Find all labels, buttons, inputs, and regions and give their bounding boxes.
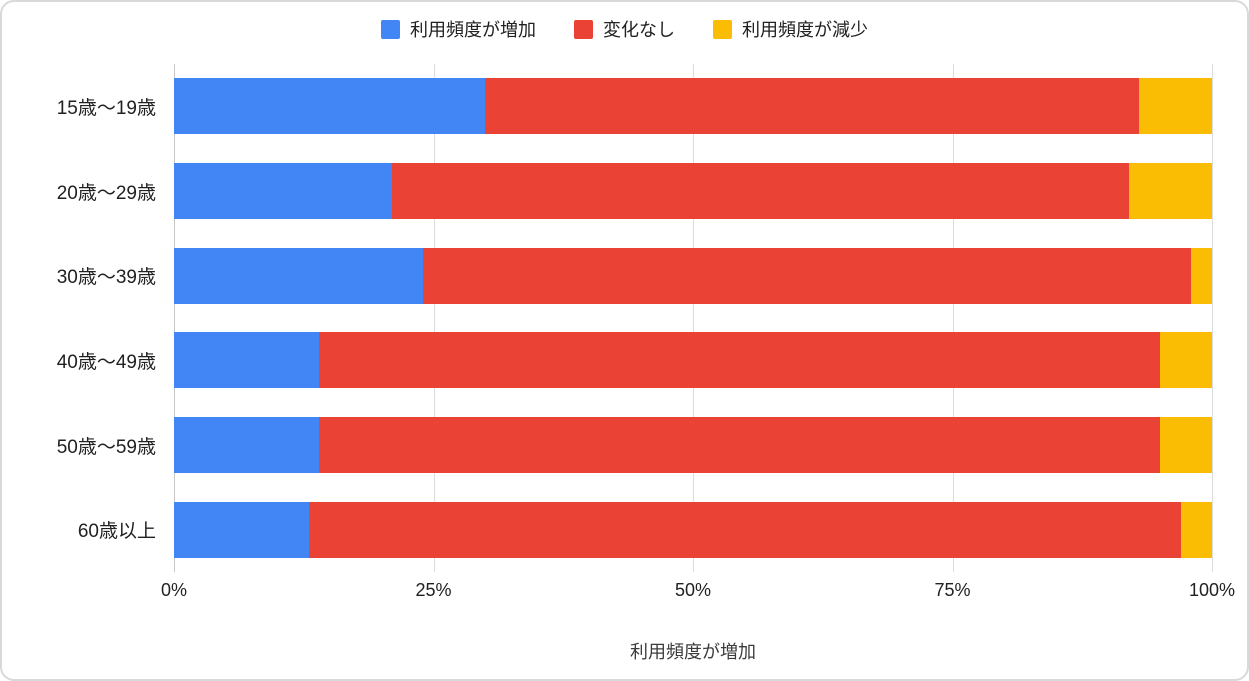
bar-segment[interactable] xyxy=(1180,501,1212,558)
legend-item[interactable]: 変化なし xyxy=(574,16,675,42)
gridline xyxy=(174,64,175,572)
bar-segment[interactable] xyxy=(423,247,1192,304)
stacked-bar xyxy=(174,332,1212,389)
bar-row xyxy=(174,318,1212,403)
x-axis: 0% 25% 50% 75% 100% xyxy=(161,580,1235,606)
plot-area xyxy=(174,64,1213,572)
stacked-bar xyxy=(174,417,1212,474)
bar-segment[interactable] xyxy=(391,163,1129,219)
chart-legend: 利用頻度が増加 変化なし 利用頻度が減少 xyxy=(2,16,1247,42)
bar-segment[interactable] xyxy=(308,501,1181,558)
bars-layer xyxy=(174,64,1212,572)
x-axis-title: 利用頻度が増加 xyxy=(630,642,756,662)
bar-row xyxy=(174,487,1212,572)
bar-row xyxy=(174,403,1212,488)
x-tick-label: 100% xyxy=(1188,580,1236,600)
legend-item-label: 利用頻度が減少 xyxy=(742,20,868,40)
gridline xyxy=(1212,64,1213,572)
x-tick-label: 75% xyxy=(934,580,971,600)
bar-segment[interactable] xyxy=(1139,78,1212,135)
bar-segment[interactable] xyxy=(174,247,424,304)
bar-row xyxy=(174,64,1212,149)
stacked-bar xyxy=(174,501,1212,558)
bar-segment[interactable] xyxy=(1160,332,1212,389)
bar-segment[interactable] xyxy=(1191,247,1212,304)
y-axis-category-labels: 15歳〜19歳 20歳〜29歳 30歳〜39歳 40歳〜49歳 50歳〜59歳 60歳以上 xyxy=(2,64,160,572)
x-tick-label: 50% xyxy=(674,580,712,600)
stacked-bar xyxy=(174,247,1212,304)
legend-swatch xyxy=(713,19,732,39)
stacked-bar xyxy=(174,78,1212,135)
bar-segment[interactable] xyxy=(174,78,486,135)
legend-item-label: 利用頻度が増加 xyxy=(410,20,536,40)
bar-segment[interactable] xyxy=(174,501,309,558)
x-tick-label: 0% xyxy=(160,580,188,600)
category-label: 50歳〜59歳 xyxy=(56,436,156,458)
gridline xyxy=(952,64,954,572)
bar-segment[interactable] xyxy=(174,417,320,474)
gridline xyxy=(693,64,694,572)
bar-segment[interactable] xyxy=(174,332,320,389)
bar-segment[interactable] xyxy=(319,417,1161,474)
category-label: 40歳〜49歳 xyxy=(56,351,156,373)
legend-item-label: 変化なし xyxy=(603,20,675,40)
bar-row xyxy=(174,233,1212,318)
legend-swatch xyxy=(574,19,593,39)
category-label: 60歳以上 xyxy=(77,521,156,543)
category-label: 20歳〜29歳 xyxy=(56,182,156,204)
bar-segment[interactable] xyxy=(1160,417,1212,474)
bar-segment[interactable] xyxy=(485,78,1140,135)
stacked-bar xyxy=(174,163,1212,219)
legend-swatch xyxy=(381,19,400,39)
bar-row xyxy=(174,149,1212,234)
bar-segment[interactable] xyxy=(1128,163,1212,219)
gridline xyxy=(433,64,435,572)
legend-item[interactable]: 利用頻度が減少 xyxy=(713,16,868,42)
category-label: 30歳〜39歳 xyxy=(56,267,156,289)
bar-segment[interactable] xyxy=(319,332,1161,389)
bar-segment[interactable] xyxy=(174,163,392,219)
category-label: 15歳〜19歳 xyxy=(56,97,156,119)
x-tick-label: 25% xyxy=(415,580,452,600)
legend-item[interactable]: 利用頻度が増加 xyxy=(381,16,536,42)
